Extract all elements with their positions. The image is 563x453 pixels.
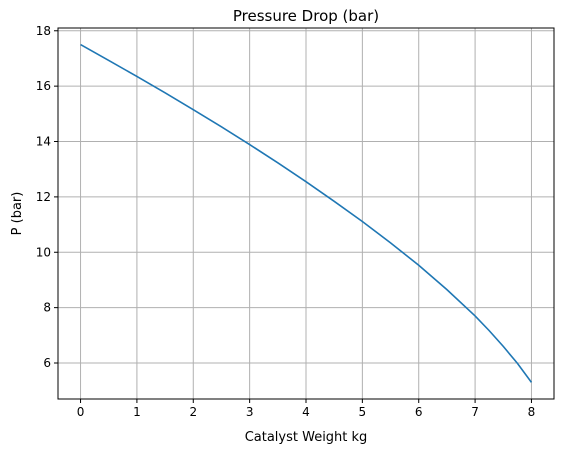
x-tick-label: 0 — [77, 405, 85, 419]
y-tick-label: 16 — [36, 79, 51, 93]
x-tick-label: 7 — [471, 405, 479, 419]
y-tick-label: 14 — [36, 135, 51, 149]
x-tick-label: 5 — [359, 405, 367, 419]
y-tick-label: 6 — [43, 356, 51, 370]
x-tick-label: 8 — [528, 405, 536, 419]
x-tick-label: 6 — [415, 405, 423, 419]
y-tick-label: 10 — [36, 245, 51, 259]
x-tick-label: 4 — [302, 405, 310, 419]
y-tick-label: 12 — [36, 190, 51, 204]
y-tick-label: 18 — [36, 24, 51, 38]
x-tick-label: 3 — [246, 405, 254, 419]
chart-title: Pressure Drop (bar) — [233, 7, 379, 25]
y-axis-label: P (bar) — [10, 192, 25, 236]
y-tick-label: 8 — [43, 301, 51, 315]
grid-lines — [58, 28, 554, 399]
x-axis-label: Catalyst Weight kg — [245, 430, 368, 445]
x-tick-label: 1 — [133, 405, 141, 419]
x-tick-label: 2 — [189, 405, 197, 419]
